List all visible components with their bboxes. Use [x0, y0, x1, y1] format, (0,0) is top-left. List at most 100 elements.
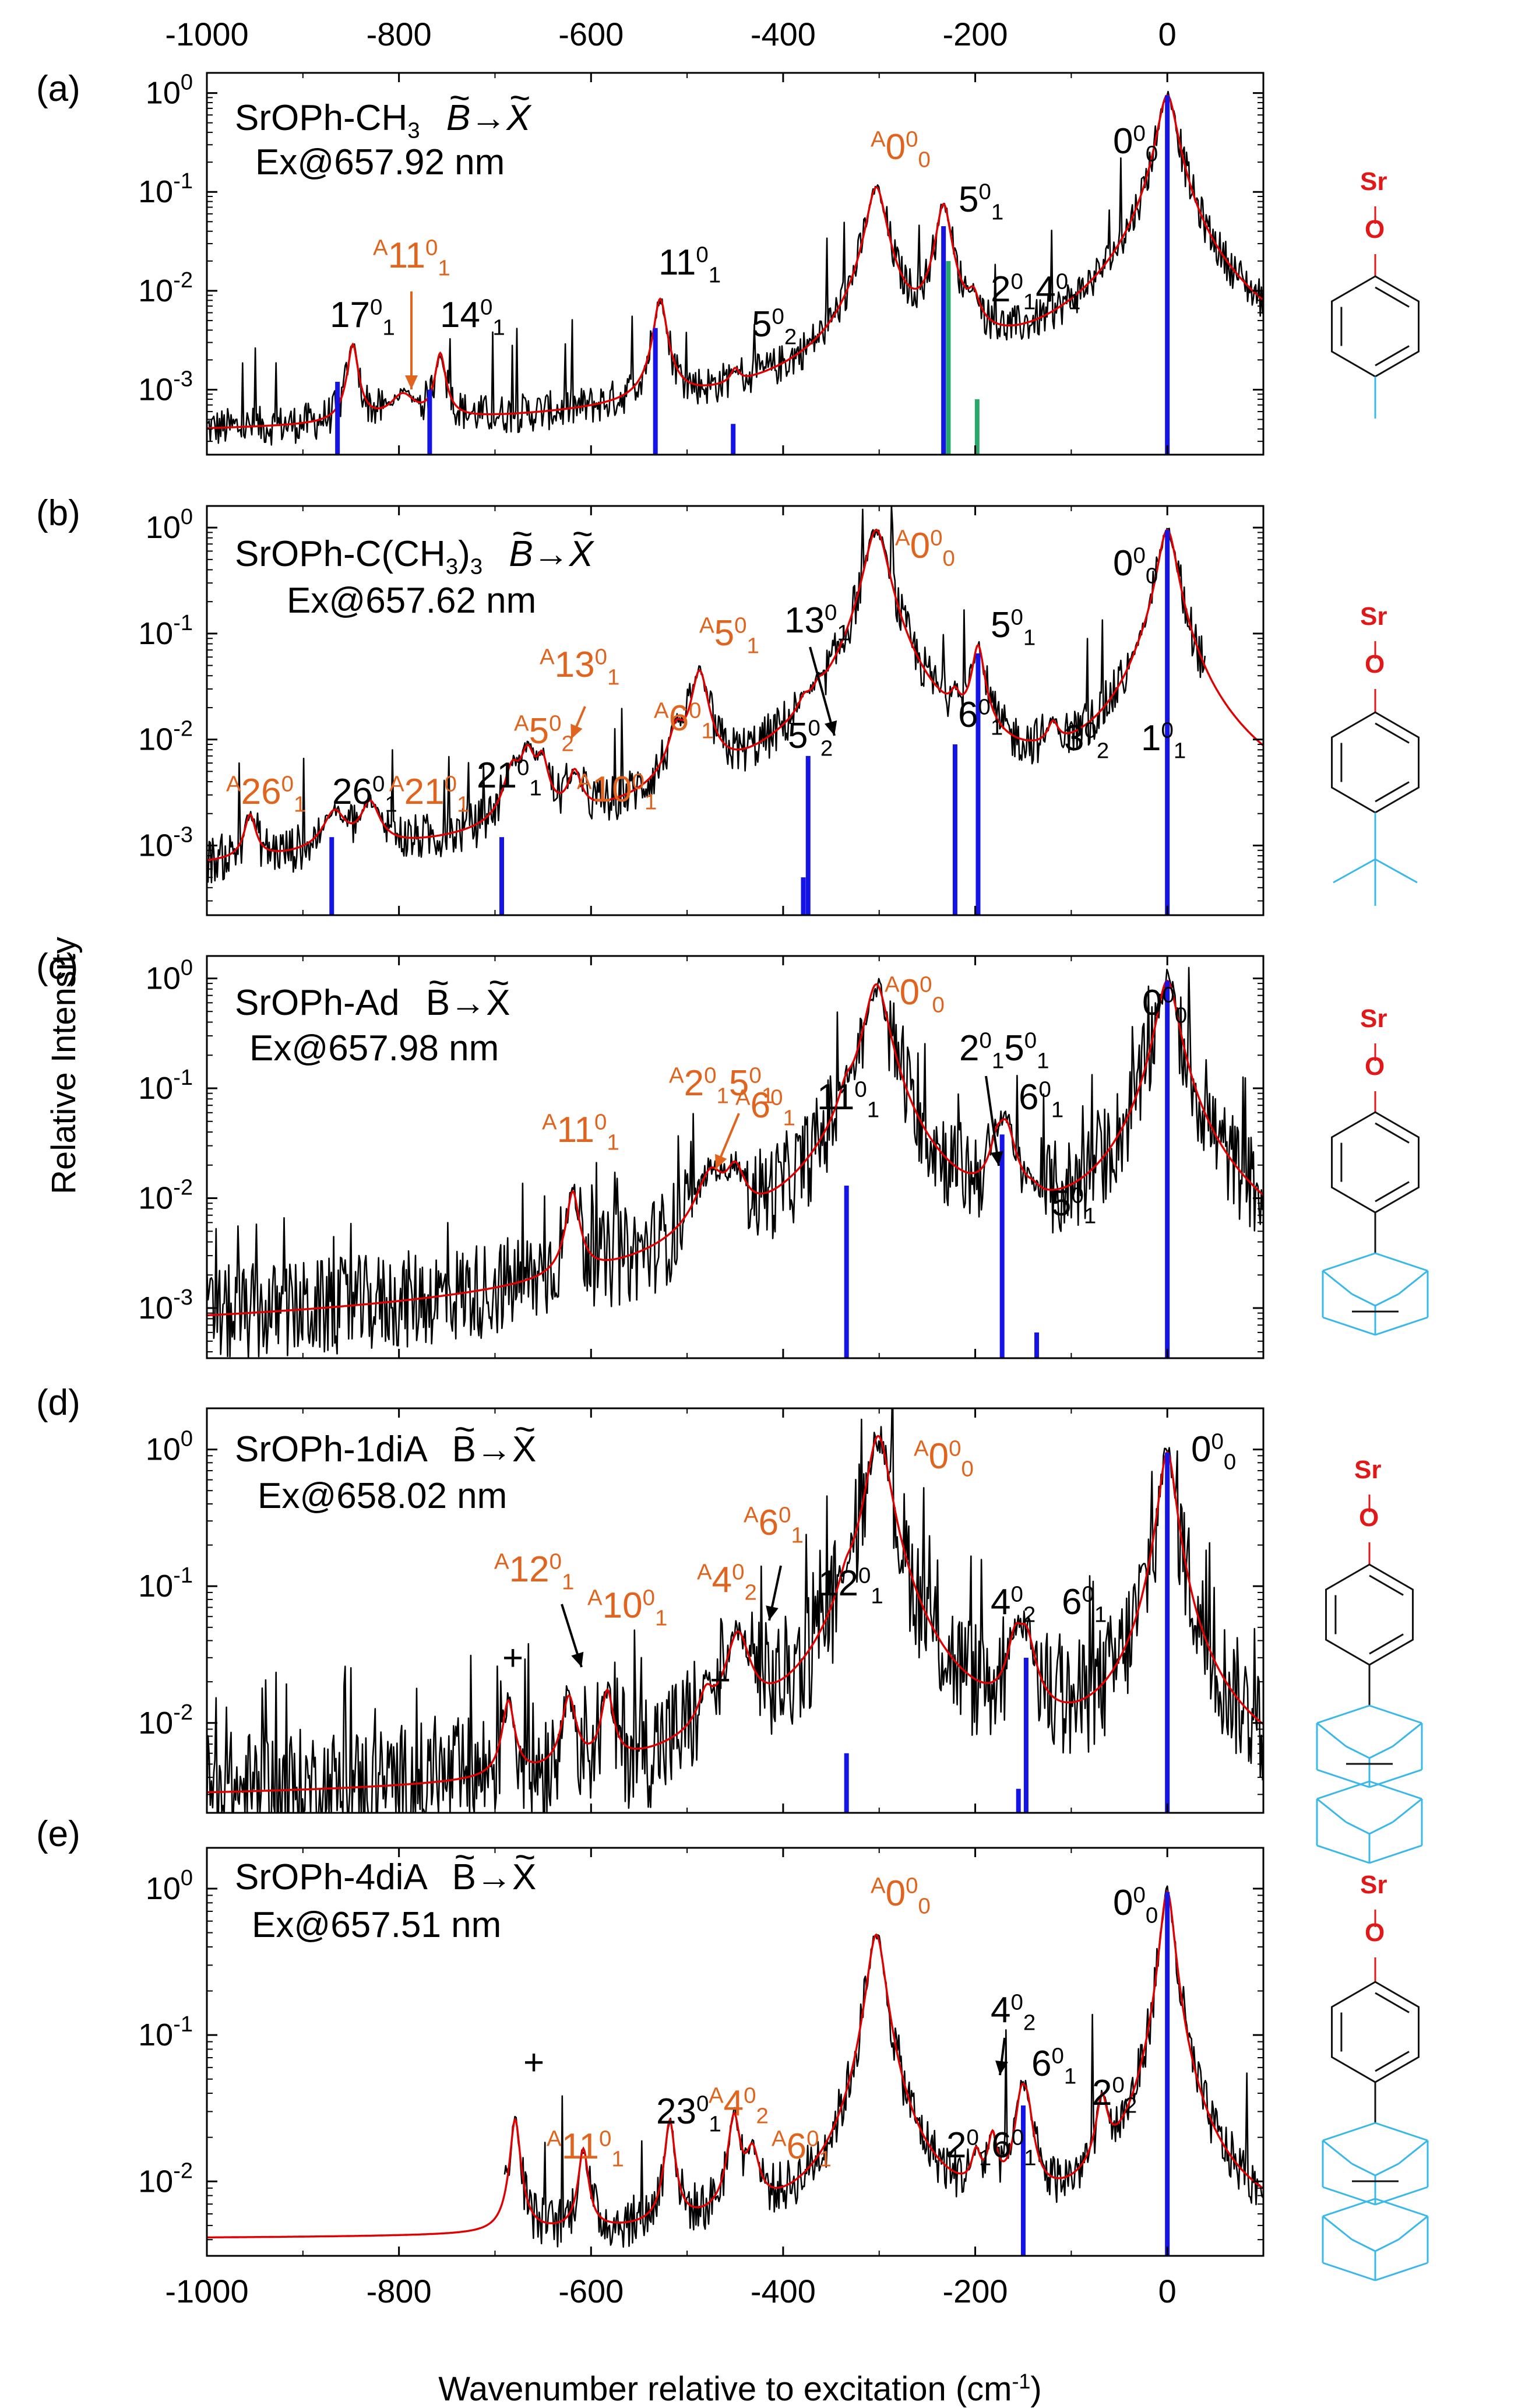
mol-b-tbu-arm [1333, 858, 1376, 884]
y-tick-label: 10-1 [138, 611, 193, 651]
panel-d-label-A6-1: A601 [744, 1502, 804, 1548]
y-tick-base: 10 [138, 1071, 173, 1106]
mol-c-o: O [1365, 1052, 1385, 1081]
panel-b-state-x: X [569, 534, 594, 574]
mol-e-phenyl-ring [1331, 1981, 1420, 2083]
y-tick-exp: 0 [181, 71, 193, 95]
panel-b-species: SrOPh-C(CH [235, 534, 446, 574]
panel-frame [206, 1847, 1265, 2257]
panel-d-state-b: B [452, 1429, 476, 1470]
panel-d-species: SrOPh-1diA [235, 1429, 426, 1470]
panel-frame [206, 72, 1265, 456]
mol-e-cage-bond [1322, 2262, 1376, 2282]
x-axis-label: Wavenumber relative to excitation (cm-1) [438, 2371, 1042, 2406]
y-tick-base: 10 [138, 616, 173, 651]
x-tick-label-top: -200 [942, 16, 1008, 52]
panel-c-tilde-x: ~ [488, 963, 510, 1003]
mol-d-o: O [1359, 1503, 1379, 1532]
y-tick-label: 10-1 [138, 1066, 193, 1106]
y-tick-exp: 0 [181, 505, 193, 529]
mol-a-sr: Sr [1360, 167, 1387, 196]
panel-c-letter: (c) [36, 947, 79, 987]
panel-b-label-21-1: 2101 [477, 755, 542, 801]
mol-c-cage-bond [1398, 1270, 1428, 1295]
y-tick-exp: -1 [173, 1563, 193, 1588]
panel-c-label-A2-5: A201501 [669, 1063, 774, 1109]
mol-d-phenyl-ring [1325, 1563, 1414, 1666]
y-tick-label: 100 [146, 1866, 193, 1906]
y-tick-base: 10 [138, 1181, 173, 1216]
y-tick-exp: 0 [181, 1427, 193, 1451]
panel-b-label-A10-1: A1001 [577, 769, 657, 815]
panel-c-label-11-1: 1101 [817, 1077, 880, 1123]
y-tick-base: 10 [146, 961, 181, 996]
mol-d-cage-bond [1392, 1798, 1422, 1823]
mol-e-cage-bond [1375, 2122, 1428, 2142]
mol-d-phenyl-ring-double-bond [1369, 1633, 1404, 1655]
y-tick-base: 10 [146, 510, 181, 545]
y-tick-base: 10 [146, 76, 181, 111]
y-tick-base: 10 [138, 828, 173, 863]
mol-d-cage-bond [1369, 1745, 1393, 1759]
x-tick-label-top: 0 [1158, 16, 1177, 52]
y-tick-base: 10 [138, 1291, 173, 1326]
panel-d-label-A00: A000 [914, 1436, 974, 1482]
x-tick-label-top: -600 [558, 16, 624, 52]
panel-e-label-A6-1: A601 [772, 2126, 832, 2172]
y-tick-exp: -3 [173, 822, 193, 847]
panel-b-arrow-13 [809, 646, 836, 736]
mol-e-sr: Sr [1360, 1871, 1387, 1899]
panel-b-species-sub2: 3 [470, 554, 483, 579]
panel-e-tilde-x: ~ [514, 1837, 536, 1878]
mol-e-cage-bond [1375, 2262, 1428, 2282]
panel-a-state-x: X [506, 98, 531, 138]
y-tick-label: 10-2 [138, 1700, 193, 1741]
panel-frame [206, 1407, 1265, 1814]
mol-d-cage-bond [1316, 1780, 1370, 1800]
panel-e-letter: (e) [36, 1814, 80, 1854]
panel-e-label-A00: A000 [871, 1873, 931, 1919]
panel-b-label-A21-1: A2101 [389, 771, 470, 817]
panel-c-state-x: X [486, 983, 510, 1023]
panel-c-excitation: Ex@657.98 nm [249, 1028, 499, 1068]
panel-e-arrow-4-2-head [995, 2060, 1008, 2075]
panel-b-label-A6-1: A601 [654, 698, 714, 744]
simulated-fit [207, 979, 1263, 1317]
panel-d-tilde-b: ~ [454, 1409, 476, 1450]
panel-c-tilde-b: ~ [428, 963, 449, 1003]
mol-b-phenyl-ring [1331, 711, 1420, 814]
mol-c-phenyl-ring-double-bond [1375, 1181, 1410, 1203]
panel-b-excitation: Ex@657.62 nm [287, 581, 537, 621]
y-tick-exp: -1 [173, 611, 193, 635]
panel-b-label-1-1: 101 [1141, 718, 1186, 764]
panel-b-label-00: 000 [1113, 543, 1158, 589]
simulated-fit [207, 529, 1263, 862]
mol-c-cage-bond [1351, 1293, 1376, 1307]
mol-d-cage-bond [1316, 1722, 1347, 1748]
panel-c-label-00: 000 [1142, 982, 1188, 1028]
x-tick-label-top: -800 [367, 16, 432, 52]
y-tick-base: 10 [138, 273, 173, 308]
y-tick-exp: -2 [173, 268, 193, 293]
y-tick-base: 10 [138, 722, 173, 757]
panel-c-species: SrOPh-Ad [235, 983, 400, 1023]
y-tick-exp: 0 [181, 955, 193, 980]
panel-c-arrow-A25-head [715, 1154, 727, 1169]
panel-a-excitation: Ex@657.92 nm [255, 142, 505, 182]
panel-e-label-4-2: 402 [991, 1989, 1036, 2036]
simulated-fit [207, 1890, 1263, 2238]
panel-d-label-4-2: 402 [991, 1581, 1036, 1627]
y-tick-exp: -2 [173, 2159, 193, 2183]
panel-e-label-00: 000 [1113, 1882, 1158, 1928]
mol-c-cage-bond [1375, 1316, 1428, 1336]
y-tick-base: 10 [138, 174, 173, 209]
panel-b-label-A26-1: A2601 [226, 771, 307, 817]
panel-d-plus-1: + [502, 1638, 524, 1678]
y-tick-label: 10-2 [138, 268, 193, 308]
x-tick-label-bottom: -200 [942, 2273, 1008, 2309]
y-tick-label: 10-1 [138, 1563, 193, 1604]
